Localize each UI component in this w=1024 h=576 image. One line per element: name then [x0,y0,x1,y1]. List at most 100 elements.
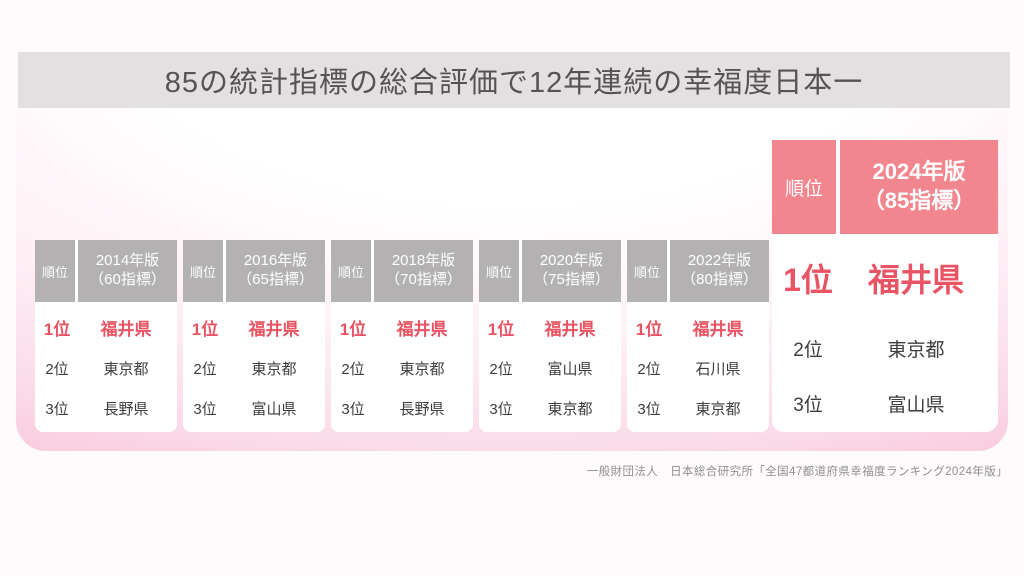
rank-value: 1位 [783,262,833,298]
prefecture-name: 東京都 [695,401,741,419]
table-row: 1位 福井県 [331,307,473,348]
ranking-table-header: 順位 2016年版 （65指標） [183,240,325,302]
prefecture-name: 長野県 [399,401,445,419]
rank-value: 1位 [43,319,71,339]
year-label: 2024年版 [872,159,966,185]
table-row: 3位 富山県 [183,388,325,429]
rank-value: 2位 [341,360,365,378]
rank-value: 3位 [793,394,823,416]
year-column-header: 2018年版 （70指標） [374,240,473,302]
prefecture-name: 長野県 [103,401,149,419]
prefecture-name: 東京都 [887,339,945,361]
ranking-table-body: 1位 福井県 2位 東京都 3位 富山県 [183,302,325,432]
prefecture-name: 福井県 [692,319,744,339]
prefecture-name: 東京都 [103,360,149,378]
ranking-table: 順位 2018年版 （70指標） 1位 福井県 2位 東京都 3位 長野県 [331,240,473,432]
rank-column-header: 順位 [183,240,226,302]
page-title: 85の統計指標の総合評価で12年連続の幸福度日本一 [164,67,864,99]
year-label: 2022年版 [687,252,752,270]
table-row: 2位 東京都 [772,322,998,374]
ranking-table: 順位 2022年版 （80指標） 1位 福井県 2位 石川県 3位 東京都 [627,240,769,432]
table-row: 3位 東京都 [479,388,621,429]
ranking-table-header: 順位 2018年版 （70指標） [331,240,473,302]
table-row: 1位 福井県 [183,307,325,348]
year-column-header: 2022年版 （80指標） [670,240,769,302]
prefecture-name: 福井県 [248,319,300,339]
featured-table-header: 順位 2024年版 （85指標） [772,140,998,234]
rank-value: 2位 [193,360,217,378]
table-row: 3位 富山県 [772,374,998,432]
table-row: 1位 福井県 [35,307,177,348]
indicator-count-label: （70指標） [385,271,462,288]
rank-value: 1位 [487,319,515,339]
table-row: 1位 福井県 [479,307,621,348]
prefecture-name: 福井県 [100,319,152,339]
rank-value: 3位 [341,401,365,419]
rank-value: 3位 [489,401,513,419]
rank-header-label: 順位 [633,264,660,280]
rank-column-header: 順位 [35,240,78,302]
ranking-table-body: 1位 福井県 2位 富山県 3位 東京都 [479,302,621,432]
table-row: 2位 石川県 [627,348,769,389]
rank-column-header: 順位 [479,240,522,302]
ranking-table-body: 1位 福井県 2位 石川県 3位 東京都 [627,302,769,432]
indicator-count-label: （65指標） [237,271,314,288]
prefecture-name: 東京都 [399,360,445,378]
rank-column-header: 順位 [772,140,840,234]
rank-value: 2位 [489,360,513,378]
year-label: 2016年版 [243,252,308,270]
prefecture-name: 富山県 [887,394,945,416]
rank-value: 1位 [339,319,367,339]
indicator-count-label: （75指標） [533,271,610,288]
featured-table-body: 1位 福井県 2位 東京都 3位 富山県 [772,234,998,432]
rank-header-label: 順位 [189,264,216,280]
title-bar: 85の統計指標の総合評価で12年連続の幸福度日本一 [18,52,1010,108]
prefecture-name: 石川県 [695,360,741,378]
indicator-count-label: （85指標） [862,188,976,213]
prefecture-name: 富山県 [547,360,593,378]
year-column-header: 2014年版 （60指標） [78,240,177,302]
prefecture-name: 福井県 [867,262,964,298]
rank-value: 3位 [193,401,217,419]
ranking-table: 順位 2016年版 （65指標） 1位 福井県 2位 東京都 3位 富山県 [183,240,325,432]
prefecture-name: 富山県 [251,401,297,419]
rank-header-label: 順位 [784,178,823,200]
year-column-header: 2016年版 （65指標） [226,240,325,302]
prefecture-name: 東京都 [547,401,593,419]
rank-column-header: 順位 [331,240,374,302]
rank-value: 1位 [635,319,663,339]
rank-value: 2位 [793,339,823,361]
year-label: 2014年版 [95,252,160,270]
ranking-table-header: 順位 2014年版 （60指標） [35,240,177,302]
table-row: 1位 福井県 [627,307,769,348]
table-row: 3位 長野県 [331,388,473,429]
rank-header-label: 順位 [485,264,512,280]
rank-value: 3位 [45,401,69,419]
ranking-table-body: 1位 福井県 2位 東京都 3位 長野県 [331,302,473,432]
featured-ranking-table-2024: 順位 2024年版 （85指標） 1位 福井県 2位 東京都 3位 富山県 [772,140,998,432]
rank-header-label: 順位 [337,264,364,280]
rank-header-label: 順位 [41,264,68,280]
rank-value: 2位 [45,360,69,378]
year-column-header: 2020年版 （75指標） [522,240,621,302]
year-column-header: 2024年版 （85指標） [840,140,998,234]
year-label: 2018年版 [391,252,456,270]
indicator-count-label: （80指標） [681,271,758,288]
table-row: 2位 東京都 [183,348,325,389]
table-row: 2位 東京都 [331,348,473,389]
prefecture-name: 福井県 [396,319,448,339]
prefecture-name: 福井県 [544,319,596,339]
year-label: 2020年版 [539,252,604,270]
ranking-table-header: 順位 2022年版 （80指標） [627,240,769,302]
table-row: 2位 富山県 [479,348,621,389]
ranking-table: 順位 2020年版 （75指標） 1位 福井県 2位 富山県 3位 東京都 [479,240,621,432]
prefecture-name: 東京都 [251,360,297,378]
rank-value: 1位 [191,319,219,339]
table-row: 3位 東京都 [627,388,769,429]
indicator-count-label: （60指標） [89,271,166,288]
rank-value: 3位 [637,401,661,419]
rank-column-header: 順位 [627,240,670,302]
table-row: 2位 東京都 [35,348,177,389]
ranking-table-header: 順位 2020年版 （75指標） [479,240,621,302]
table-row: 1位 福井県 [772,234,998,322]
